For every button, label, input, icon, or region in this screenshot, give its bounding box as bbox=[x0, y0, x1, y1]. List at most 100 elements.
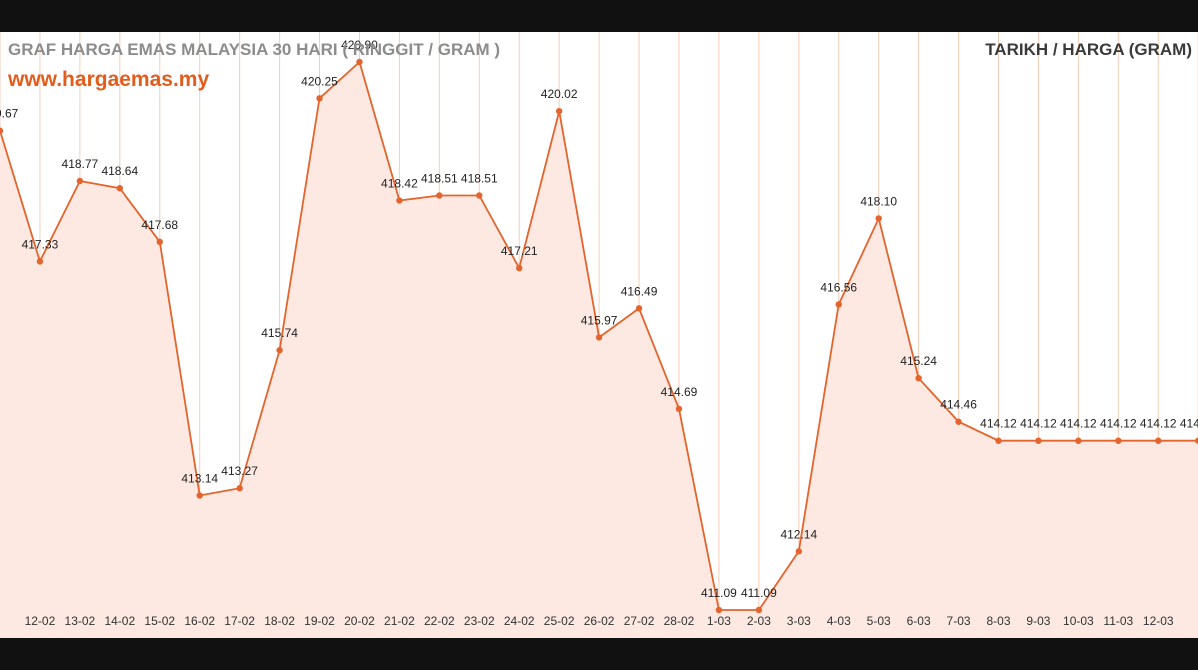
x-tick-label: 8-03 bbox=[986, 614, 1010, 628]
x-tick-label: 25-02 bbox=[544, 614, 575, 628]
data-label: 418.51 bbox=[421, 172, 458, 186]
data-point bbox=[396, 197, 403, 204]
points-layer bbox=[0, 58, 1198, 614]
x-tick-label: 3-03 bbox=[787, 614, 811, 628]
data-point bbox=[595, 334, 603, 341]
data-point bbox=[0, 127, 4, 134]
x-tick-label: 21-02 bbox=[384, 614, 415, 628]
x-tick-label: 14-02 bbox=[104, 614, 135, 628]
data-label: 418.42 bbox=[381, 177, 418, 191]
data-label: 418.51 bbox=[461, 172, 498, 186]
x-tick-label: 2-03 bbox=[747, 614, 771, 628]
data-label: 417.21 bbox=[501, 244, 538, 258]
data-point bbox=[356, 58, 363, 66]
data-label: 414.69 bbox=[661, 385, 698, 399]
data-label: 416.56 bbox=[820, 280, 857, 294]
data-label: 414.12 bbox=[1060, 417, 1097, 431]
data-label: 412.14 bbox=[780, 527, 817, 541]
data-label: 418.10 bbox=[860, 194, 897, 208]
x-tick-label: 18-02 bbox=[264, 614, 295, 628]
data-label: 419.67 bbox=[0, 107, 19, 121]
x-tick-label: 23-02 bbox=[464, 614, 495, 628]
data-point bbox=[1035, 437, 1042, 444]
data-point bbox=[1195, 437, 1198, 444]
chart-title: GRAF HARGA EMAS MALAYSIA 30 HARI ( RINGG… bbox=[8, 40, 501, 59]
data-point bbox=[1075, 437, 1082, 444]
x-tick-label: 28-02 bbox=[664, 614, 695, 628]
x-tick-label: 27-02 bbox=[624, 614, 655, 628]
data-point bbox=[755, 606, 763, 614]
data-point bbox=[76, 177, 84, 185]
data-label: 414.12 bbox=[1140, 417, 1177, 431]
x-tick-label: 5-03 bbox=[867, 614, 891, 628]
x-tick-label: 12-03 bbox=[1143, 614, 1174, 628]
data-label: 418.64 bbox=[101, 164, 138, 178]
data-label: 413.14 bbox=[181, 471, 218, 485]
data-label: 411.09 bbox=[741, 586, 777, 600]
data-point bbox=[995, 437, 1002, 444]
data-label: 414.12 bbox=[1180, 417, 1198, 431]
data-point bbox=[795, 548, 802, 555]
price-area bbox=[0, 62, 1198, 638]
data-point bbox=[555, 107, 563, 115]
x-tick-label: 13-02 bbox=[65, 614, 96, 628]
data-point bbox=[196, 492, 203, 499]
data-point bbox=[236, 485, 243, 492]
data-point bbox=[635, 305, 643, 312]
data-point bbox=[156, 238, 163, 246]
x-tick-label: 20-02 bbox=[344, 614, 375, 628]
x-tick-label: 9-03 bbox=[1026, 614, 1050, 628]
x-tick-label: 10-03 bbox=[1063, 614, 1094, 628]
data-point bbox=[116, 185, 124, 192]
site-watermark: www.hargaemas.my bbox=[8, 68, 210, 91]
data-point bbox=[915, 374, 922, 382]
x-tick-label: 11-03 bbox=[1103, 614, 1133, 628]
x-tick-label: 22-02 bbox=[424, 614, 455, 628]
x-tick-label: 24-02 bbox=[504, 614, 535, 628]
data-label: 417.33 bbox=[22, 237, 59, 251]
x-tick-label: 6-03 bbox=[907, 614, 931, 628]
data-label: 415.97 bbox=[581, 313, 618, 327]
data-label: 420.90 bbox=[341, 38, 378, 52]
data-label: 414.46 bbox=[940, 398, 977, 412]
x-tick-label: 19-02 bbox=[304, 614, 335, 628]
data-label: 418.77 bbox=[62, 157, 99, 171]
data-point bbox=[1115, 437, 1122, 444]
data-label: 420.02 bbox=[541, 87, 578, 101]
data-label: 413.27 bbox=[221, 464, 258, 478]
data-label: 417.68 bbox=[141, 218, 178, 232]
data-point bbox=[36, 258, 44, 265]
data-point bbox=[715, 606, 723, 614]
data-label: 415.74 bbox=[261, 326, 298, 340]
x-tick-label: 17-02 bbox=[224, 614, 255, 628]
data-label: 414.12 bbox=[980, 417, 1017, 431]
x-tick-label: 15-02 bbox=[144, 614, 175, 628]
x-tick-label: 1-03 bbox=[707, 614, 731, 628]
data-point bbox=[835, 301, 842, 308]
x-axis-ticks: 12-02 13-02 14-02 15-02 16-02 17-02 18-02 19-02… bbox=[25, 614, 1174, 628]
data-point bbox=[955, 418, 962, 425]
data-point bbox=[436, 192, 443, 199]
data-point bbox=[675, 405, 683, 413]
data-point bbox=[276, 347, 283, 354]
data-point bbox=[316, 95, 323, 102]
x-tick-label: 4-03 bbox=[827, 614, 851, 628]
data-point bbox=[476, 192, 483, 199]
x-tick-label: 16-02 bbox=[184, 614, 215, 628]
data-point bbox=[516, 264, 523, 272]
data-label: 411.09 bbox=[701, 586, 737, 600]
legend-label: TARIKH / HARGA (GRAM) bbox=[985, 40, 1192, 59]
x-tick-label: 26-02 bbox=[584, 614, 615, 628]
data-label: 415.24 bbox=[900, 354, 937, 368]
data-label: 416.49 bbox=[621, 284, 658, 298]
data-label: 414.12 bbox=[1100, 417, 1137, 431]
x-tick-label: 7-03 bbox=[947, 614, 971, 628]
data-point bbox=[1155, 437, 1162, 444]
data-label: 420.25 bbox=[301, 74, 338, 88]
data-point bbox=[875, 215, 882, 222]
x-tick-label: 12-02 bbox=[25, 614, 56, 628]
data-label: 414.12 bbox=[1020, 417, 1057, 431]
